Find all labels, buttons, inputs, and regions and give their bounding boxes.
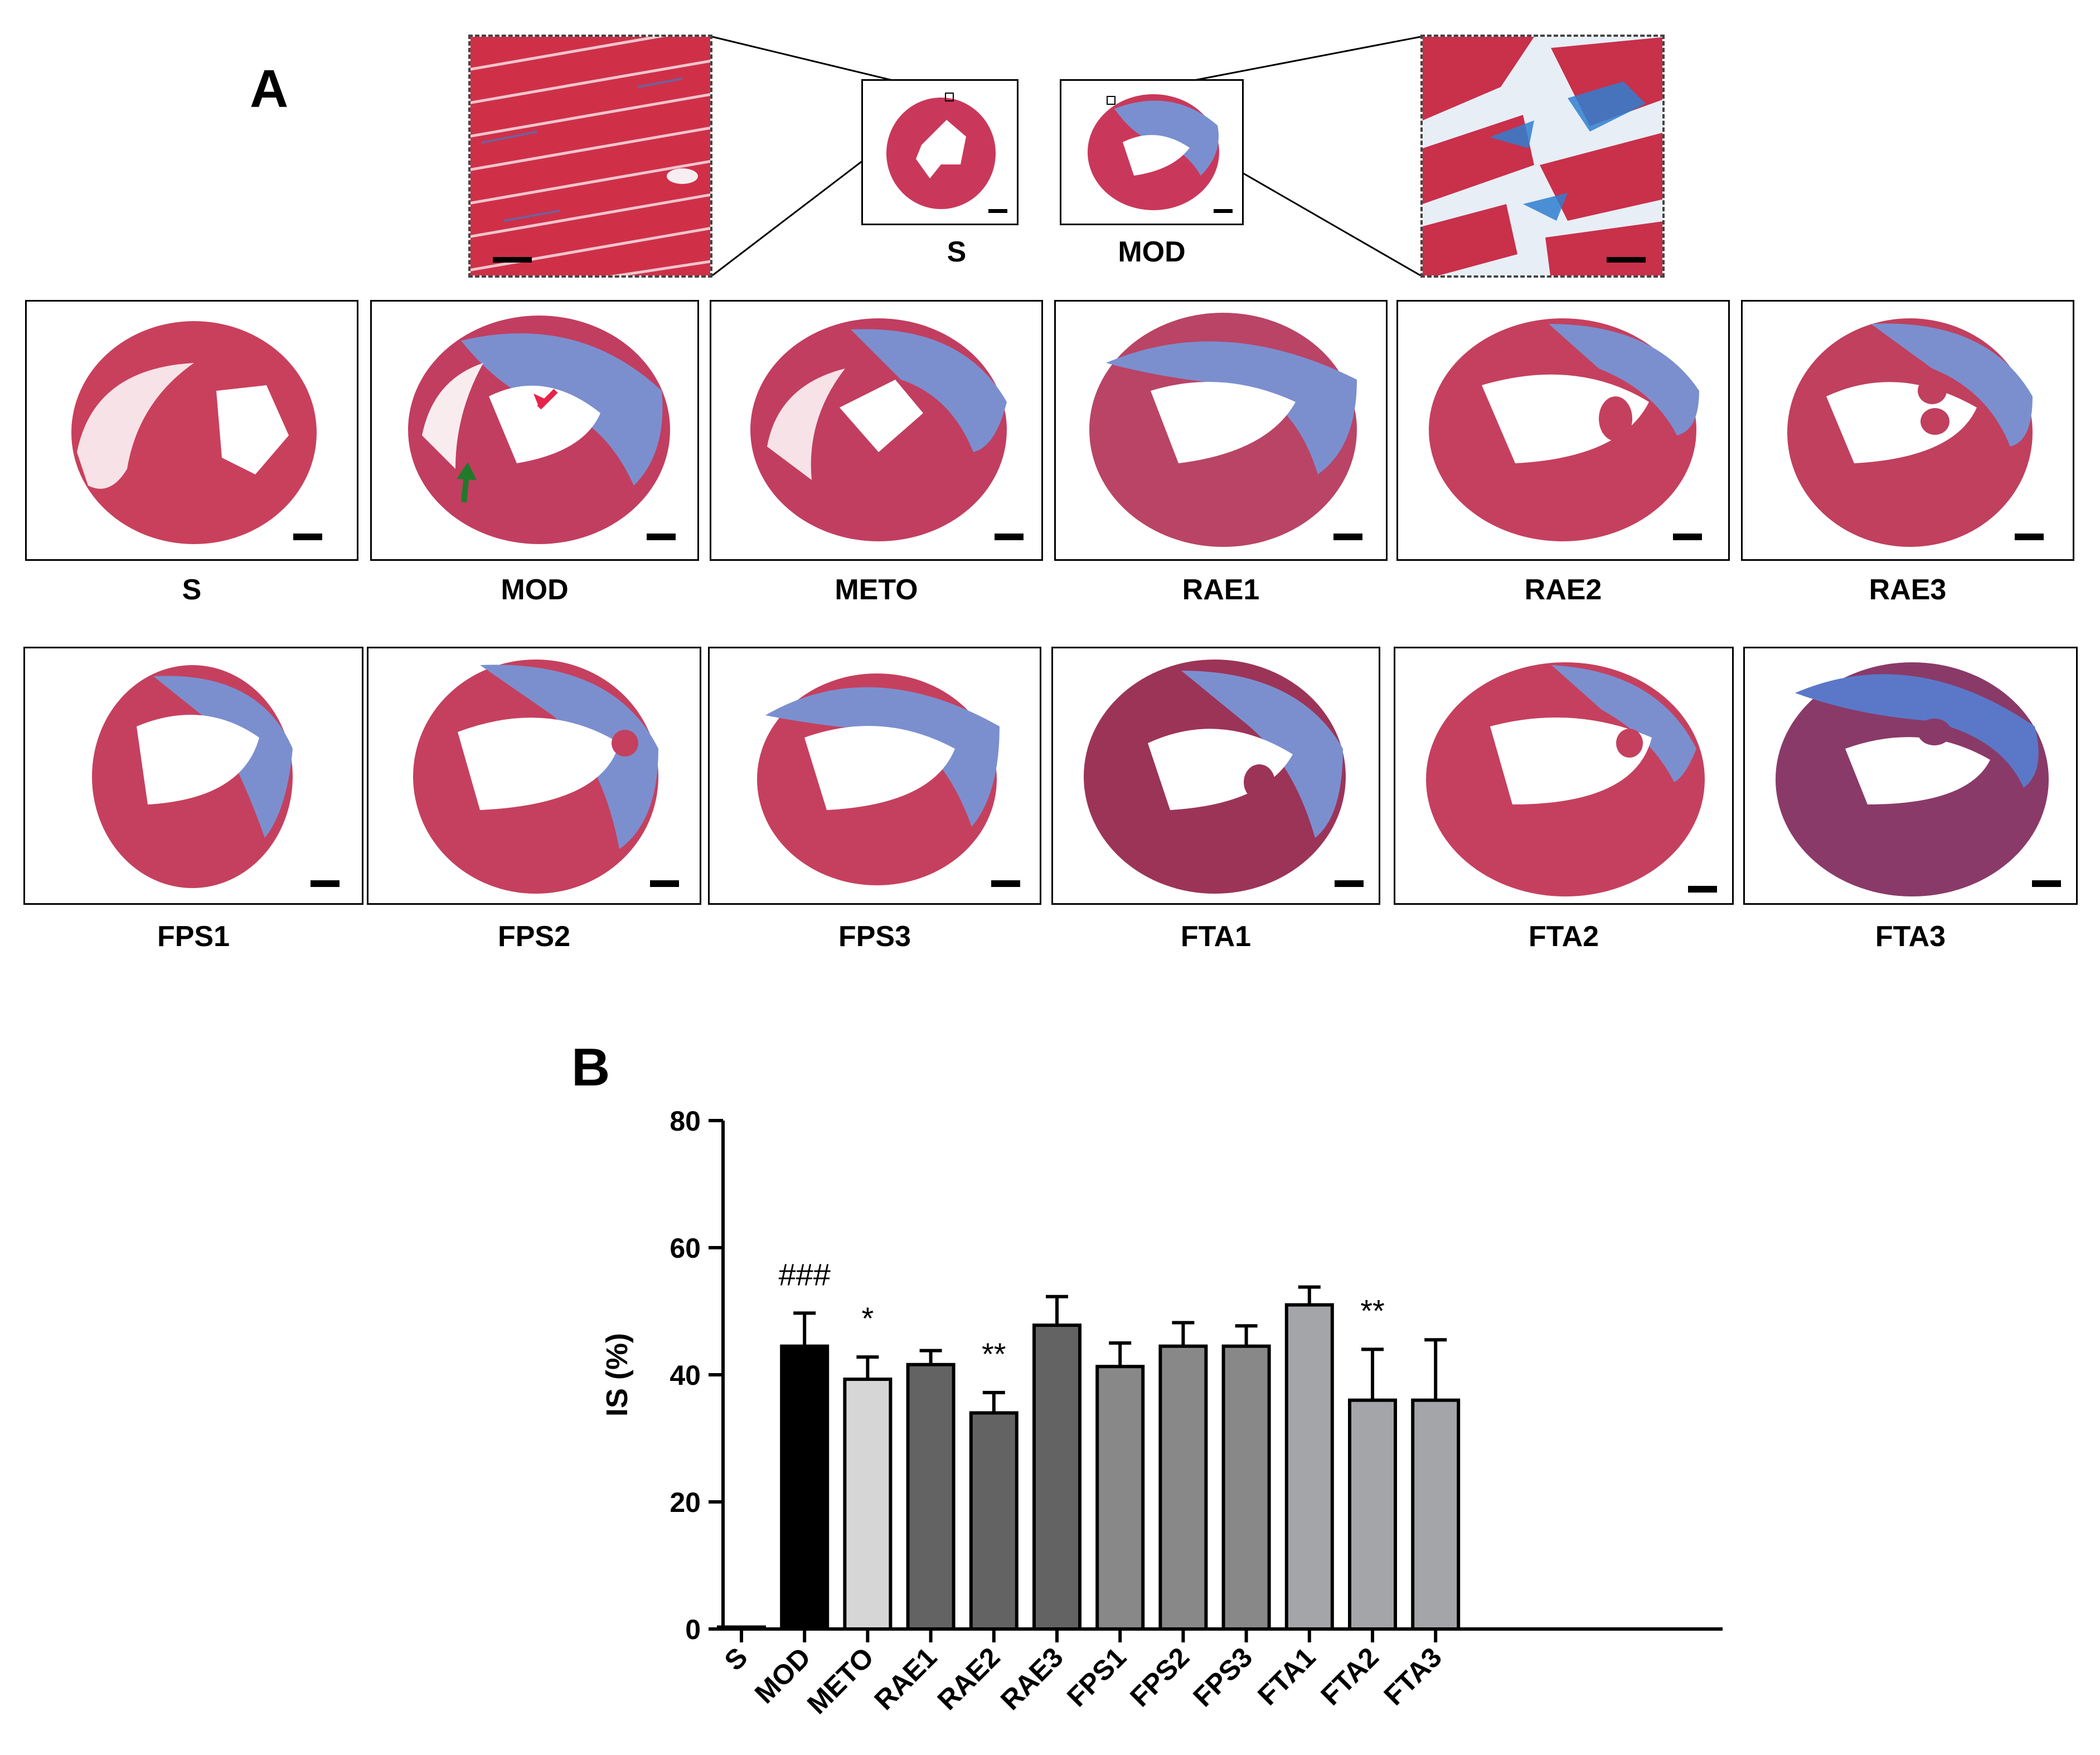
x-tick-label-fps3: FPS3	[1187, 1641, 1258, 1713]
heart-section-image	[1084, 660, 1364, 894]
x-tick-label-fta3: FTA3	[1378, 1641, 1448, 1711]
heart-frame-fta2	[1394, 647, 1734, 905]
row2-label-fta2: FTA2	[1528, 920, 1599, 953]
zoom-inset-model	[1420, 35, 1665, 278]
heart-frame-meto	[710, 300, 1043, 561]
heart-section-image	[886, 93, 1007, 213]
heart-section-image	[750, 318, 1024, 541]
row1-label-mod: MOD	[501, 574, 569, 606]
heart-frame-s	[25, 300, 358, 561]
heart-frame-rae1	[1054, 300, 1388, 561]
significance-mark-mod: ###	[778, 1257, 830, 1292]
heart-section-image	[1088, 94, 1233, 213]
row2-label-fps1: FPS1	[157, 920, 230, 953]
bar-fta3	[1411, 1398, 1461, 1631]
x-tick-label-s: S	[719, 1641, 754, 1676]
model-fibrotic-tissue-image	[1423, 37, 1662, 275]
heart-frame-fps2	[367, 647, 701, 905]
bar-rae3	[1032, 1323, 1081, 1631]
bar-fps2	[1158, 1344, 1208, 1631]
row2-label-fps3: FPS3	[838, 920, 911, 953]
x-tick-label-rae1: RAE1	[868, 1641, 943, 1716]
heart-section-image	[1787, 318, 2044, 547]
significance-mark-meto: *	[862, 1301, 874, 1336]
inset-frame-sham	[861, 79, 1019, 225]
row1-label-meto: METO	[835, 574, 918, 606]
row1-label-rae2: RAE2	[1524, 574, 1602, 606]
x-tick-label-meto: METO	[801, 1641, 880, 1720]
y-axis-label: IS (%)	[600, 1333, 634, 1417]
y-tick-label: 60	[670, 1233, 701, 1264]
row1-label-rae1: RAE1	[1182, 574, 1260, 606]
bar-meto	[843, 1377, 893, 1631]
row2-label-fps2: FPS2	[497, 920, 571, 953]
row1-label-rae3: RAE3	[1869, 574, 1947, 606]
heart-frame-mod	[370, 300, 699, 561]
inset-label-model: MOD	[1118, 236, 1186, 268]
inset-label-sham: S	[947, 236, 967, 268]
significance-mark-rae2: **	[982, 1336, 1006, 1371]
y-tick-label: 80	[670, 1106, 701, 1137]
heart-frame-fps3	[708, 647, 1041, 905]
heart-section-image	[71, 321, 322, 544]
panel-b-letter: B	[571, 1038, 610, 1097]
heart-section-image	[413, 660, 679, 894]
x-tick-label-fta1: FTA1	[1252, 1641, 1321, 1711]
heart-frame-fps1	[23, 647, 363, 905]
significance-mark-fta2: **	[1360, 1293, 1385, 1328]
bar-mod	[780, 1344, 830, 1631]
x-tick-label-rae2: RAE2	[932, 1641, 1006, 1716]
heart-frame-rae3	[1741, 300, 2074, 561]
y-tick-label: 40	[670, 1360, 701, 1391]
bar-fps3	[1221, 1344, 1271, 1631]
zoom-inset-sham	[468, 35, 712, 278]
heart-section-image	[1089, 313, 1362, 547]
row2-label-fta1: FTA1	[1180, 920, 1252, 953]
heart-section-image	[1429, 318, 1702, 541]
panel-a-letter: A	[250, 59, 289, 119]
row2-label-fta3: FTA3	[1875, 920, 1946, 953]
heart-frame-fta1	[1051, 647, 1380, 905]
heart-section-image	[92, 665, 340, 888]
row1-label-s: S	[182, 574, 202, 606]
inset-frame-model	[1060, 79, 1244, 225]
x-tick-label-fps2: FPS2	[1124, 1641, 1195, 1713]
x-tick-label-fps1: FPS1	[1061, 1641, 1132, 1713]
bar-rae2	[969, 1411, 1019, 1631]
heart-section-image	[757, 673, 1020, 887]
bar-s	[717, 1625, 766, 1631]
bar-rae1	[906, 1363, 956, 1631]
bar-fta1	[1284, 1303, 1334, 1631]
sham-muscle-fibers-image	[471, 37, 710, 275]
heart-section-image	[408, 316, 676, 544]
heart-frame-fta3	[1743, 647, 2078, 905]
y-tick-label: 20	[670, 1487, 701, 1518]
bar-fps1	[1095, 1365, 1145, 1631]
heart-frame-rae2	[1396, 300, 1730, 561]
x-tick-label-rae3: RAE3	[995, 1641, 1069, 1716]
y-tick-label: 0	[685, 1614, 701, 1645]
x-tick-label-fta2: FTA2	[1315, 1641, 1384, 1711]
heart-section-image	[1776, 662, 2061, 896]
heart-section-image	[1426, 662, 1717, 896]
bar-fta2	[1348, 1398, 1397, 1631]
